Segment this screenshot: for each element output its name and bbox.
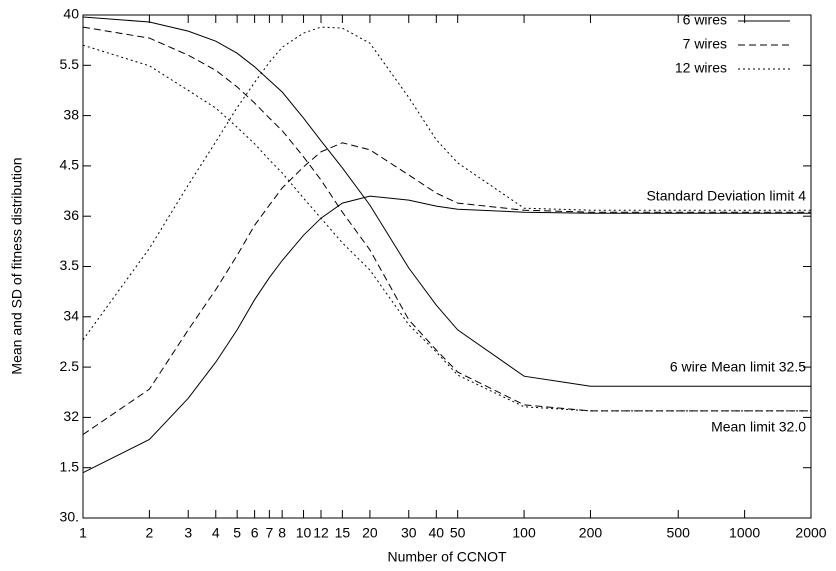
- sd-line: [82, 195, 811, 474]
- y-tick-label: 30.: [60, 509, 79, 525]
- annotation: Mean limit 32.0: [711, 419, 806, 435]
- y2-tick-label: 4.5: [60, 157, 80, 173]
- x-tick-label: 6: [251, 525, 259, 541]
- plot-frame: [82, 14, 812, 519]
- x-tick-label: 1000: [729, 525, 760, 541]
- x-tick-label: 1: [79, 525, 87, 541]
- x-tick-label: 2: [145, 525, 153, 541]
- y-tick-label: 32: [63, 408, 79, 424]
- annotation: Standard Deviation limit 4: [646, 188, 806, 204]
- y-tick-label: 38: [63, 106, 79, 122]
- sd-line: [82, 26, 811, 341]
- y-tick-label: 40: [63, 6, 79, 22]
- sd-line: [82, 142, 811, 435]
- x-tick-label: 7: [265, 525, 273, 541]
- x-tick-label: 8: [278, 525, 286, 541]
- x-tick-label: 5: [233, 525, 241, 541]
- x-tick-label: 4: [212, 525, 220, 541]
- x-tick-label: 50: [450, 525, 466, 541]
- y2-tick-label: 2.5: [60, 358, 80, 374]
- y-tick-label: 36: [63, 207, 79, 223]
- x-tick-label: 500: [667, 525, 691, 541]
- legend-label: 6 wires: [683, 12, 727, 28]
- y2-tick-label: 5.5: [60, 56, 80, 72]
- annotation: 6 wire Mean limit 32.5: [670, 359, 806, 375]
- y-axis-label: Mean and SD of fitness distribution: [9, 157, 25, 374]
- x-tick-label: 100: [512, 525, 536, 541]
- x-tick-label: 15: [335, 525, 351, 541]
- legend-label: 7 wires: [683, 36, 727, 52]
- legend-label: 12 wires: [675, 60, 727, 76]
- y-tick-label: 34: [63, 308, 79, 324]
- x-tick-label: 40: [429, 525, 445, 541]
- mean-line: [82, 44, 811, 412]
- x-tick-label: 10: [296, 525, 312, 541]
- y2-tick-label: 1.5: [60, 458, 80, 474]
- x-tick-label: 2000: [795, 525, 826, 541]
- mean-line: [82, 26, 811, 412]
- x-tick-label: 12: [313, 525, 329, 541]
- x-tick-label: 20: [362, 525, 378, 541]
- x-axis-label: Number of CCNOT: [387, 549, 506, 565]
- x-tick-label: 200: [579, 525, 603, 541]
- y2-tick-label: 3.5: [60, 257, 80, 273]
- mean-line: [82, 16, 811, 387]
- x-tick-label: 3: [184, 525, 192, 541]
- x-tick-label: 30: [401, 525, 417, 541]
